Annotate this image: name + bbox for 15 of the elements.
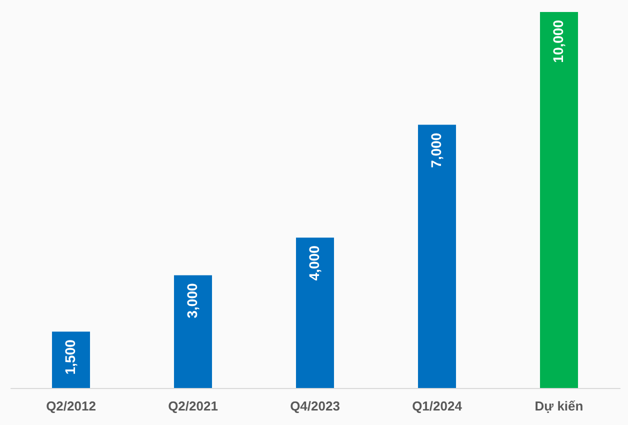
x-tick-label: Dự kiến — [534, 398, 584, 414]
data-label: 7,000 — [428, 132, 444, 168]
x-tick-label: Q1/2024 — [412, 398, 463, 414]
bar — [52, 332, 90, 388]
bar — [174, 275, 212, 388]
data-label: 3,000 — [184, 283, 200, 318]
x-tick-label: Q4/2023 — [290, 398, 340, 414]
data-label: 1,500 — [62, 339, 78, 375]
x-tick-label: Q2/2012 — [46, 398, 96, 414]
bar — [296, 238, 334, 388]
bar — [540, 12, 578, 388]
x-tick-label: Q2/2021 — [168, 398, 218, 414]
data-label: 4,000 — [306, 245, 322, 281]
data-label: 10,000 — [550, 20, 566, 63]
bar — [418, 124, 456, 388]
